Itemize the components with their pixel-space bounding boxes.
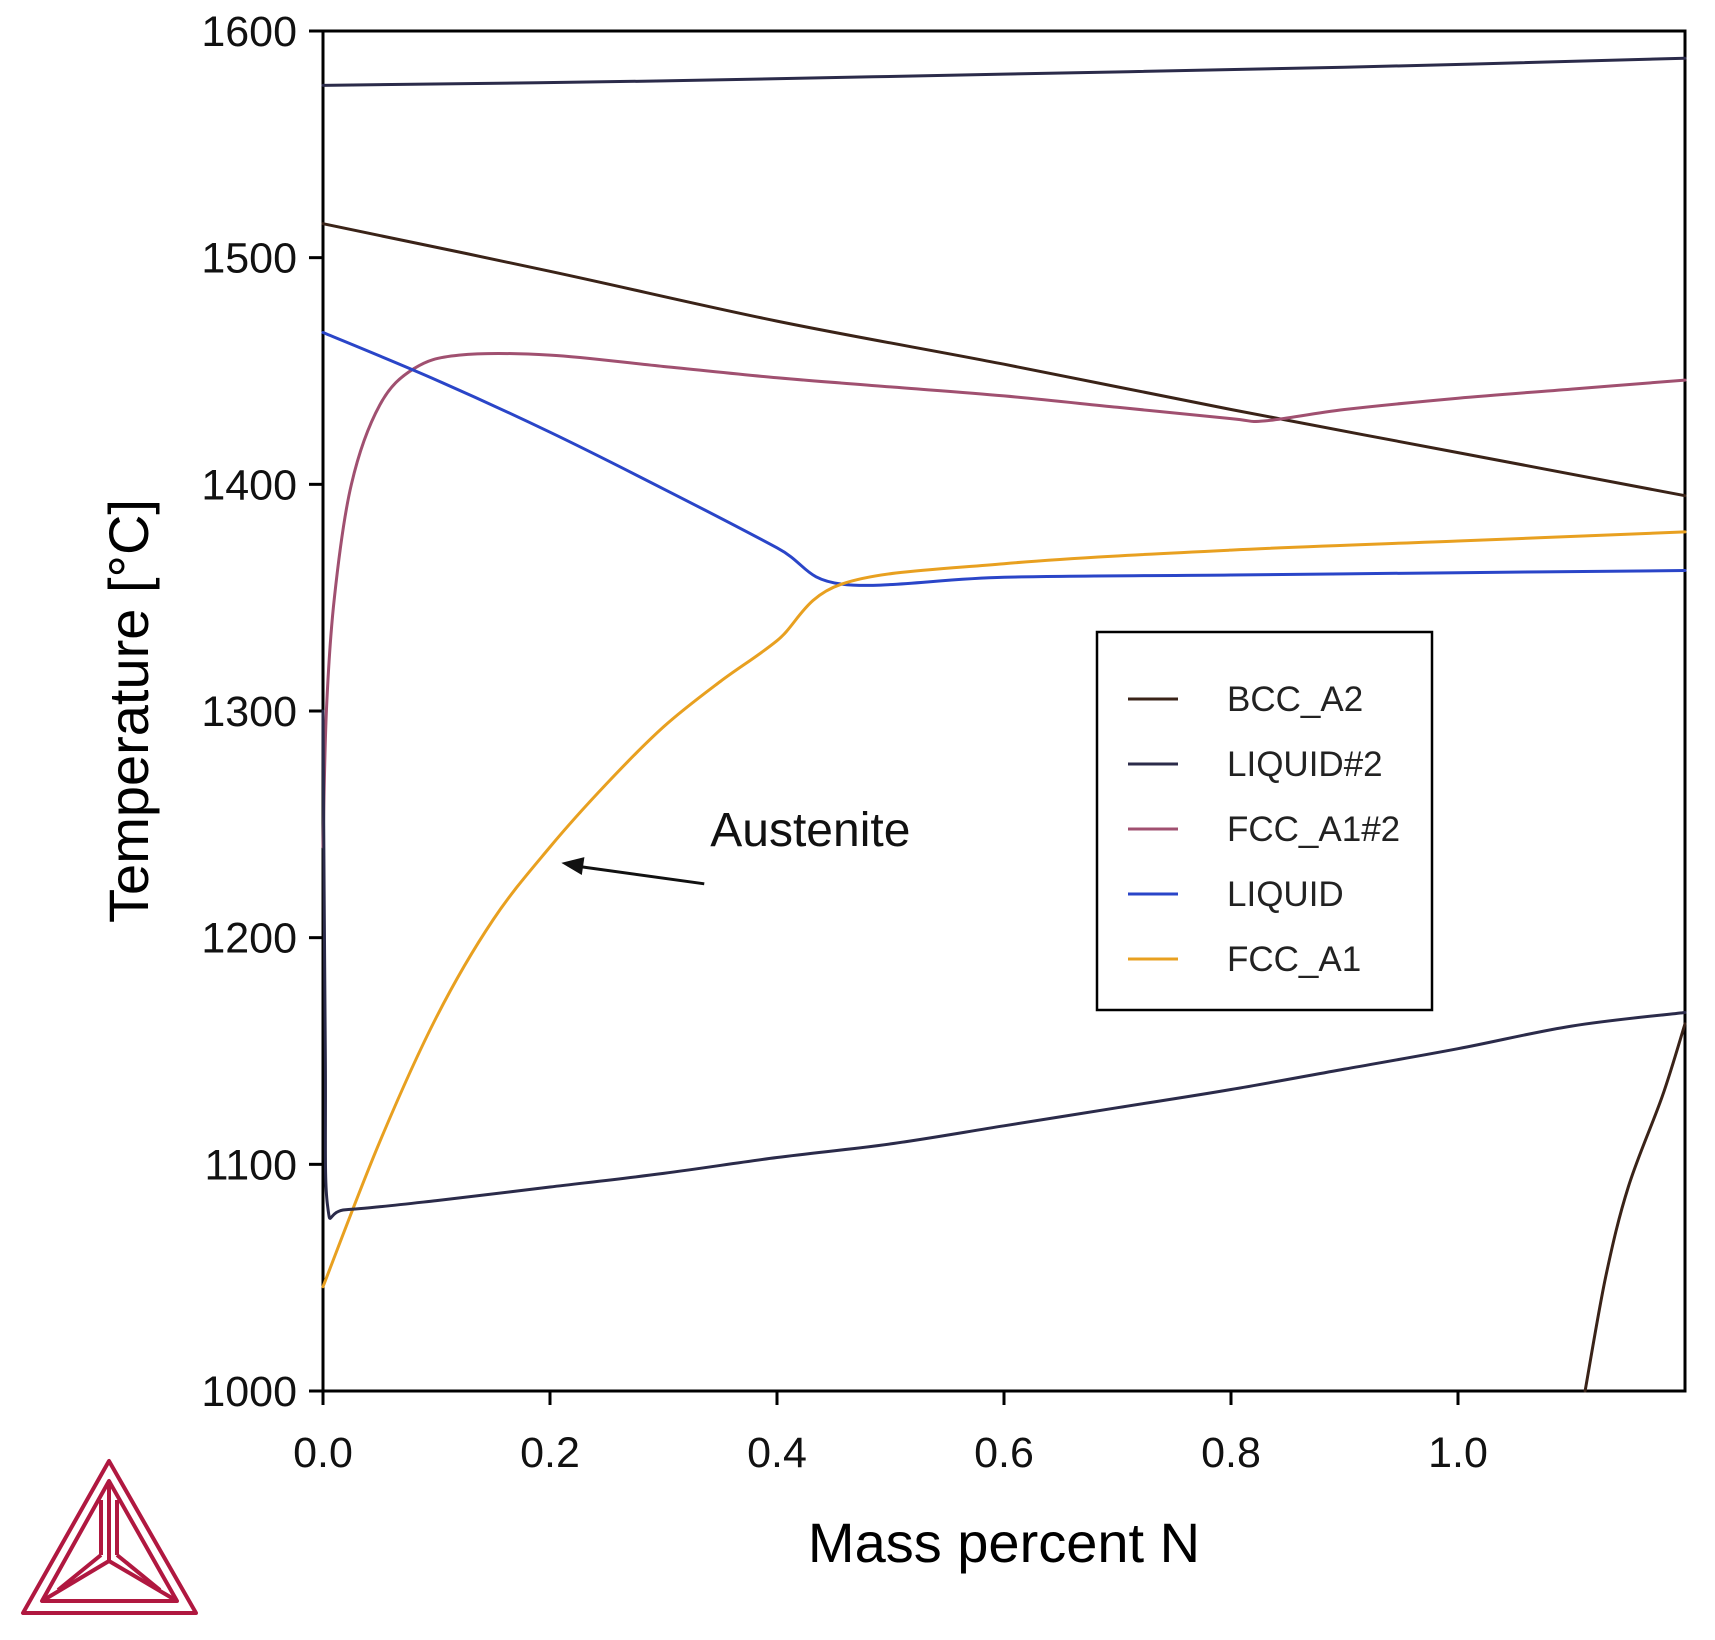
- x-tick-label: 0.8: [1201, 1429, 1261, 1477]
- plot-area-frame: [321, 29, 1687, 1393]
- series-line-liquid: [321, 331, 1687, 587]
- x-axis-ticks: 0.0 0.2 0.4 0.6 0.8 1.0: [293, 1391, 1488, 1477]
- series-line-bcc-a2: [321, 222, 1687, 498]
- legend-label-fcc-a1: FCC_A1: [1227, 940, 1361, 979]
- x-tick-label: 0.4: [747, 1429, 807, 1477]
- x-tick-label: 0.0: [293, 1429, 353, 1477]
- series-line-liquid-2-lower: [321, 709, 1687, 1220]
- y-axis-title: Temperature [°C]: [97, 499, 160, 923]
- series-line-fcc-a1: [321, 530, 1687, 1289]
- x-axis-title: Mass percent N: [808, 1511, 1200, 1574]
- thermo-calc-logo: [21, 1459, 198, 1615]
- series-line-liquid-2-gas-boundary: [321, 56, 1687, 87]
- x-tick-label: 0.2: [520, 1429, 580, 1477]
- series-line-bcc-a2-lower-right: [1583, 1022, 1687, 1393]
- y-tick-label: 1000: [201, 1368, 297, 1416]
- y-tick-label: 1100: [205, 1141, 297, 1189]
- y-tick-label: 1600: [201, 8, 297, 56]
- annotation-arrowhead: [561, 857, 585, 875]
- x-tick-label: 1.0: [1428, 1429, 1488, 1477]
- austenite-annotation: Austenite: [561, 804, 910, 886]
- legend-label-bcc-a2: BCC_A2: [1227, 680, 1363, 719]
- y-tick-label: 1300: [201, 688, 297, 736]
- series-line-fcc-a1-2: [321, 352, 1687, 849]
- x-tick-label: 0.6: [974, 1429, 1034, 1477]
- legend-label-liquid: LIQUID: [1227, 875, 1344, 914]
- y-tick-label: 1200: [201, 915, 297, 963]
- annotation-arrow: [567, 863, 705, 886]
- legend-label-fcc-a1-2: FCC_A1#2: [1227, 810, 1400, 849]
- y-tick-label: 1400: [201, 461, 297, 509]
- series-lines: [321, 56, 1687, 1393]
- legend: BCC_A2 LIQUID#2 FCC_A1#2 LIQUID FCC_A1: [1095, 630, 1434, 1012]
- y-axis-ticks: 1000 1100 1200 1300 1400 1500 1600: [201, 8, 323, 1416]
- legend-label-liquid-2: LIQUID#2: [1227, 745, 1383, 784]
- annotation-label: Austenite: [710, 804, 910, 857]
- legend-box: [1095, 630, 1434, 1012]
- y-tick-label: 1500: [201, 235, 297, 283]
